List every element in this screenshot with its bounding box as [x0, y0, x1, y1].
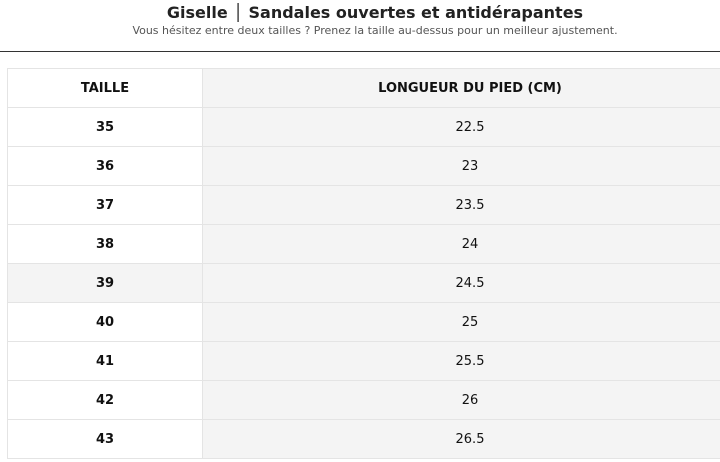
length-cell: 25	[202, 302, 720, 342]
size-cell: 36	[7, 146, 203, 186]
table-row: 40 25	[7, 302, 720, 342]
length-cell: 22.5	[202, 107, 720, 147]
length-cell: 24.5	[202, 263, 720, 303]
table-row: 36 23	[7, 146, 720, 186]
size-table: TAILLE LONGUEUR DU PIED (CM) 35 22.5 36 23 37…	[7, 68, 720, 459]
length-cell: 23.5	[202, 185, 720, 225]
size-cell: 40	[7, 302, 203, 342]
size-cell: 43	[7, 419, 203, 459]
divider	[0, 51, 720, 52]
length-cell: 26	[202, 380, 720, 420]
table-row: 41 25.5	[7, 341, 720, 381]
table-row: 42 26	[7, 380, 720, 420]
table-row: 43 26.5	[7, 419, 720, 459]
table-body: 35 22.5 36 23 37 23.5 38 24 39 24.5 40 25 41 25.5 42 26…	[7, 107, 720, 459]
table-row: 35 22.5	[7, 107, 720, 147]
table-row: 37 23.5	[7, 185, 720, 225]
page-subtitle: Vous hésitez entre deux tailles ? Prenez…	[132, 24, 618, 37]
size-cell: 38	[7, 224, 203, 264]
length-cell: 25.5	[202, 341, 720, 381]
size-cell: 42	[7, 380, 203, 420]
length-cell: 24	[202, 224, 720, 264]
page-title: Giselle │ Sandales ouvertes et antidérap…	[166, 3, 584, 22]
table-row: 39 24.5	[7, 263, 720, 303]
size-cell: 41	[7, 341, 203, 381]
size-cell: 39	[7, 263, 203, 303]
column-header: LONGUEUR DU PIED (CM)	[202, 68, 720, 108]
length-cell: 26.5	[202, 419, 720, 459]
size-cell: 35	[7, 107, 203, 147]
column-header: TAILLE	[7, 68, 203, 108]
header-row: TAILLE LONGUEUR DU PIED (CM)	[7, 68, 720, 108]
length-cell: 23	[202, 146, 720, 186]
size-cell: 37	[7, 185, 203, 225]
table-row: 38 24	[7, 224, 720, 264]
